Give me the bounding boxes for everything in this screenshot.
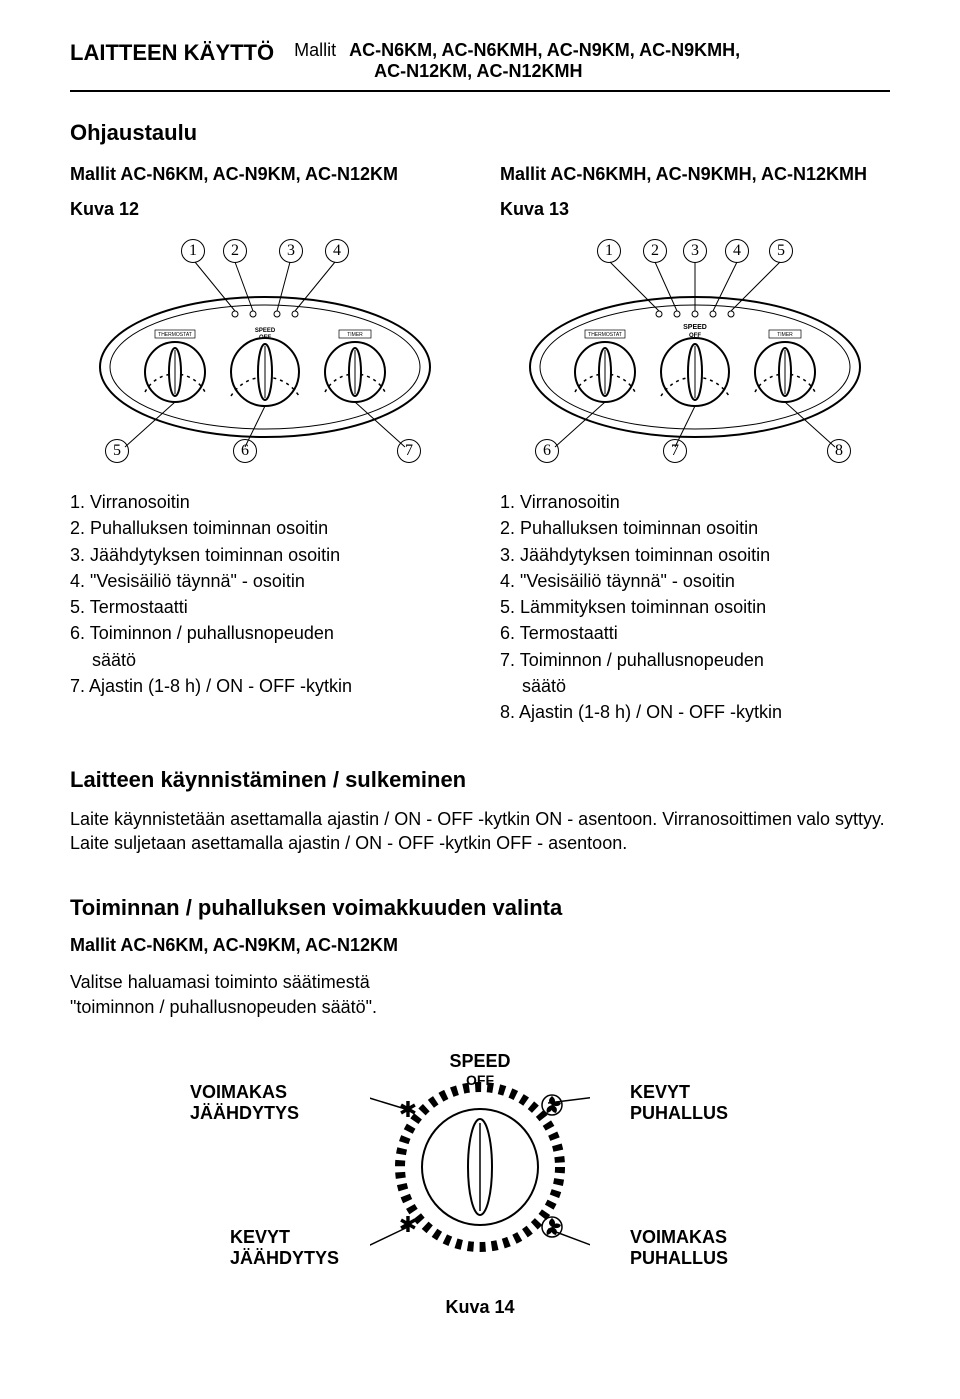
label-voimakas-jaahdytys: VOIMAKASJÄÄHDYTYS <box>190 1082 299 1125</box>
section-mode-select: Toiminnan / puhalluksen voimakkuuden val… <box>70 895 890 921</box>
models-line2: AC-N12KM, AC-N12KMH <box>374 61 740 82</box>
callout-5: 5 <box>105 438 129 463</box>
callout-3: 3 <box>279 238 303 263</box>
speed-dial-figure: SPEED OFF ✱ ✱ VOIMAKASJÄÄHDYTYS <box>160 1037 800 1327</box>
control-panel-left: THERMOSTAT SPEEDOFF TIMER <box>85 242 445 462</box>
callout-4: 4 <box>325 238 349 263</box>
models-label: Mallit <box>294 40 336 60</box>
svg-text:✱: ✱ <box>399 1212 417 1237</box>
label-kevyt-jaahdytys: KEVYTJÄÄHDYTYS <box>230 1227 339 1270</box>
section-start-stop: Laitteen käynnistäminen / sulkeminen <box>70 767 890 793</box>
callout-r3: 3 <box>683 238 707 263</box>
callout-2: 2 <box>223 238 247 263</box>
label-voimakas-puhallus: VOIMAKASPUHALLUS <box>630 1227 728 1270</box>
label-kevyt-puhallus: KEVYTPUHALLUS <box>630 1082 728 1125</box>
callout-r7: 7 <box>663 438 687 463</box>
dial-label-thermostat: THERMOSTAT <box>158 332 192 338</box>
callout-7: 7 <box>397 438 421 463</box>
control-panel-right: THERMOSTAT SPEED OFF TIMER <box>515 242 875 462</box>
right-models-line: Mallit AC-N6KMH, AC-N9KMH, AC-N12KMH <box>500 164 890 185</box>
mode-instr-1: Valitse haluamasi toiminto säätimestä <box>70 970 890 994</box>
callout-r8: 8 <box>827 438 851 463</box>
legend-right: 1. Virranosoitin 2. Puhalluksen toiminna… <box>500 490 890 727</box>
callout-r4: 4 <box>725 238 749 263</box>
left-models-line: Mallit AC-N6KM, AC-N9KM, AC-N12KM <box>70 164 460 185</box>
svg-text:SPEED: SPEED <box>683 324 707 331</box>
callout-r2: 2 <box>643 238 667 263</box>
callout-r6: 6 <box>535 438 559 463</box>
kuva-13-label: Kuva 13 <box>500 199 890 220</box>
callout-r5: 5 <box>769 238 793 263</box>
svg-text:TIMER: TIMER <box>347 332 363 338</box>
svg-text:TIMER: TIMER <box>777 332 793 338</box>
section-ohjaustaulu: Ohjaustaulu <box>70 120 890 146</box>
header-rule <box>70 90 890 92</box>
panel-left-svg: THERMOSTAT SPEEDOFF TIMER <box>85 242 445 462</box>
speed-dial-speed-text: SPEED <box>449 1051 510 1071</box>
speed-dial-svg: SPEED OFF ✱ ✱ <box>370 1047 590 1267</box>
panel-right-svg: THERMOSTAT SPEED OFF TIMER <box>515 242 875 462</box>
mode-select-models: Mallit AC-N6KM, AC-N9KM, AC-N12KM <box>70 935 890 956</box>
page-title: LAITTEEN KÄYTTÖ <box>70 40 274 66</box>
start-stop-body: Laite käynnistetään asettamalla ajastin … <box>70 807 890 856</box>
kuva-12-label: Kuva 12 <box>70 199 460 220</box>
callout-1: 1 <box>181 238 205 263</box>
speed-dial-off-text: OFF <box>466 1072 494 1088</box>
svg-text:THERMOSTAT: THERMOSTAT <box>588 332 622 338</box>
models-line1: AC-N6KM, AC-N6KMH, AC-N9KM, AC-N9KMH, <box>349 40 740 60</box>
header-models: Mallit AC-N6KM, AC-N6KMH, AC-N9KM, AC-N9… <box>294 40 740 82</box>
callout-r1: 1 <box>597 238 621 263</box>
mode-instr-2: "toiminnon / puhallusnopeuden säätö". <box>70 995 890 1019</box>
callout-6: 6 <box>233 438 257 463</box>
legend-left: 1. Virranosoitin 2. Puhalluksen toiminna… <box>70 490 460 727</box>
kuva-14-label: Kuva 14 <box>160 1297 800 1319</box>
svg-text:OFF: OFF <box>689 333 701 339</box>
